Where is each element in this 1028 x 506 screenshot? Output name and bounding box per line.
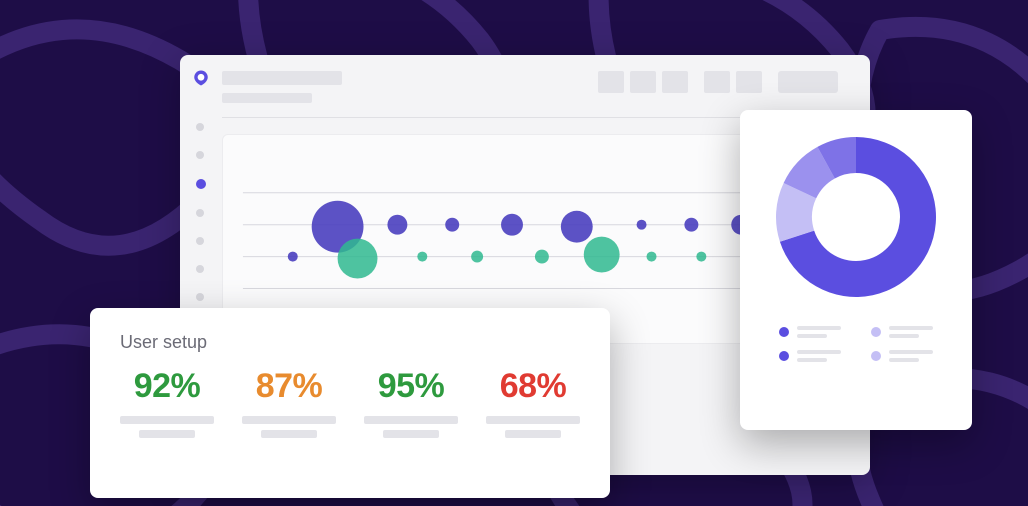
- bubble-point: [387, 215, 407, 235]
- donut-legend: [762, 326, 950, 362]
- action-skeleton: [736, 71, 762, 93]
- bubble-point: [501, 214, 523, 236]
- bubble-point: [696, 252, 706, 262]
- action-skeleton: [630, 71, 656, 93]
- sidebar-nav-dot[interactable]: [196, 237, 204, 245]
- stat-skeleton: [364, 416, 458, 438]
- action-skeleton: [704, 71, 730, 93]
- bubble-point: [445, 218, 459, 232]
- bubble-point: [417, 252, 427, 262]
- stat-item: 87%: [242, 367, 336, 438]
- bubble-point: [338, 239, 378, 279]
- legend-dot-icon: [779, 351, 789, 361]
- bubble-point: [684, 218, 698, 232]
- bubble-point: [637, 220, 647, 230]
- sidebar-nav-dot[interactable]: [196, 123, 204, 131]
- stat-value: 95%: [378, 367, 445, 406]
- bubble-point: [647, 252, 657, 262]
- bubble-point: [535, 250, 549, 264]
- action-skeleton: [598, 71, 624, 93]
- logo-icon: [192, 69, 210, 87]
- sidebar-nav-dot[interactable]: [196, 209, 204, 217]
- topbar-actions: [598, 71, 838, 93]
- legend-item: [871, 326, 933, 338]
- stat-item: 68%: [486, 367, 580, 438]
- donut-card: [740, 110, 972, 430]
- bubble-point: [584, 237, 620, 273]
- stats-title: User setup: [120, 332, 580, 353]
- stat-item: 95%: [364, 367, 458, 438]
- stat-skeleton: [120, 416, 214, 438]
- stat-value: 87%: [256, 367, 323, 406]
- stats-card: User setup 92% 87% 95% 68%: [90, 308, 610, 498]
- legend-item: [779, 326, 841, 338]
- action-pill-skeleton: [778, 71, 838, 93]
- sidebar-nav-dot[interactable]: [196, 265, 204, 273]
- bubble-point: [561, 211, 593, 243]
- sidebar-nav-dot[interactable]: [196, 293, 204, 301]
- stat-item: 92%: [120, 367, 214, 438]
- stats-row: 92% 87% 95% 68%: [120, 367, 580, 438]
- legend-item: [871, 350, 933, 362]
- sidebar-nav-dot[interactable]: [196, 151, 204, 159]
- stat-value: 92%: [134, 367, 201, 406]
- stat-value: 68%: [500, 367, 567, 406]
- stat-skeleton: [486, 416, 580, 438]
- bubble-point: [288, 252, 298, 262]
- sidebar-nav-dot[interactable]: [196, 179, 206, 189]
- breadcrumb-skeleton: [222, 71, 342, 103]
- donut-chart: [771, 132, 941, 302]
- action-skeleton: [662, 71, 688, 93]
- legend-item: [779, 350, 841, 362]
- legend-dot-icon: [871, 351, 881, 361]
- stat-skeleton: [242, 416, 336, 438]
- legend-dot-icon: [779, 327, 789, 337]
- bubble-point: [471, 251, 483, 263]
- legend-dot-icon: [871, 327, 881, 337]
